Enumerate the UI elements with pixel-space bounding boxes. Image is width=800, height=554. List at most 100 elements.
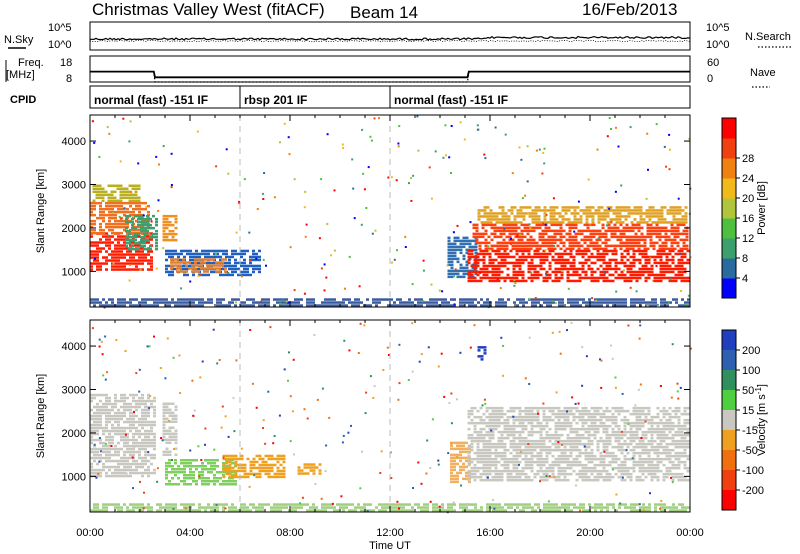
data-cell [485,270,489,274]
data-cell [197,258,200,261]
data-cell [680,267,684,271]
data-cell [627,212,631,215]
data-cell [546,298,549,301]
data-cell [476,442,480,446]
data-cell [174,252,177,256]
data-cell [186,301,189,304]
data-cell [479,249,483,253]
data-cell [110,196,114,199]
data-cell [494,469,498,473]
data-cell [258,463,262,467]
data-cell [533,430,537,434]
data-cell [123,474,126,478]
data-cell [480,304,483,307]
data-cell [243,264,246,268]
data-cell [602,460,606,464]
data-cell [494,448,498,452]
data-cell [596,258,600,262]
data-cell [114,414,117,418]
data-cell [494,478,498,482]
data-cell [467,273,471,277]
data-cell [120,231,123,235]
data-cell [93,304,96,307]
data-cell [506,267,510,271]
data-cell [591,218,595,221]
data-cell [684,206,688,209]
data-cell [153,432,156,436]
data-cell [566,463,570,467]
data-cell [120,222,123,226]
data-cell [231,466,235,470]
data-cell [623,439,627,443]
data-cell [590,406,594,410]
data-cell [111,228,114,232]
data-point [320,267,323,270]
data-cell [547,229,551,233]
data-cell [479,439,483,443]
data-cell [488,418,492,422]
data-cell [468,450,471,454]
data-cell [530,421,534,425]
data-cell [200,258,203,261]
data-cell [491,433,495,437]
data-cell [333,304,336,307]
data-cell [596,448,600,452]
data-cell [96,453,99,457]
data-cell [206,264,209,267]
data-cell [206,267,209,270]
data-cell [201,273,204,277]
data-cell [165,217,169,221]
data-cell [131,223,134,227]
data-cell [144,304,147,307]
data-cell [140,235,143,239]
data-cell [117,414,120,418]
data-cell [93,396,96,400]
data-cell [165,298,168,301]
data-cell [649,232,653,236]
data-cell [93,432,96,436]
data-cell [614,454,618,458]
data-cell [503,442,507,446]
data-cell [90,426,93,430]
data-cell [174,420,178,423]
data-cell [396,304,399,307]
data-point [454,268,457,271]
data-cell [456,260,460,264]
data-cell [234,480,237,483]
data-cell [482,249,486,253]
data-cell [146,220,149,224]
data-cell [267,463,271,467]
data-cell [609,301,612,304]
data-cell [129,253,132,256]
data-cell [219,471,222,474]
data-cell [632,412,636,416]
data-cell [640,235,644,239]
data-cell [162,214,166,218]
data-cell [120,459,123,463]
data-point [374,229,377,232]
data-cell [598,244,602,248]
data-cell [126,462,129,466]
data-cell [90,244,93,247]
data-cell [628,241,632,245]
data-cell [518,472,522,476]
data-cell [614,406,618,410]
data-cell [372,301,375,304]
data-cell [536,445,540,449]
data-point [577,200,580,203]
data-cell [542,472,546,476]
data-point [410,177,412,180]
data-cell [557,445,561,449]
data-cell [675,301,678,304]
data-cell [473,457,477,461]
data-cell [548,252,552,256]
data-cell [521,252,525,256]
data-cell [291,301,294,304]
data-cell [629,439,633,443]
data-cell [682,238,686,242]
data-cell [459,304,462,307]
data-cell [592,232,596,236]
data-cell [626,451,630,455]
data-cell [575,460,579,464]
data-cell [567,218,571,221]
